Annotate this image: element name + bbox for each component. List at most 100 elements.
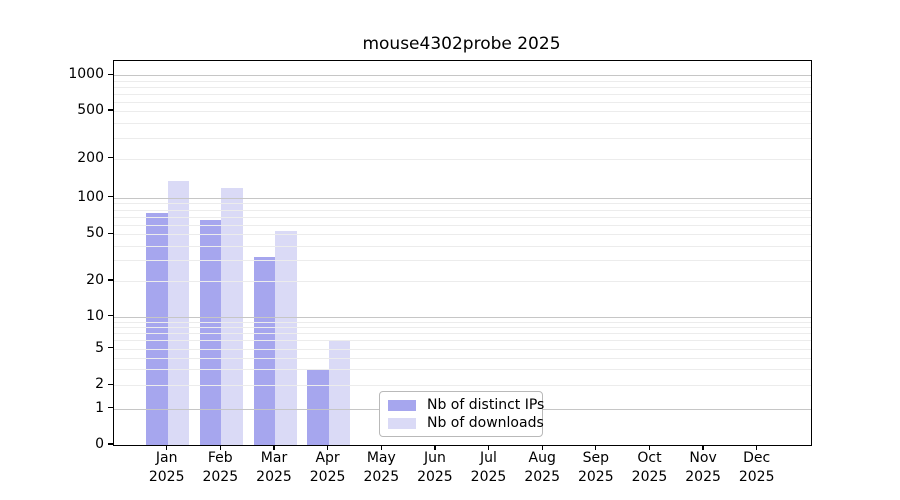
bar-nb-of-downloads-apr	[328, 340, 351, 445]
y-tick	[108, 383, 113, 385]
y-tick	[108, 232, 113, 234]
x-tick	[219, 445, 221, 451]
bar-nb-of-downloads-jan	[167, 180, 190, 445]
gridline-minor	[114, 369, 811, 371]
x-tick-label-feb: Feb 2025	[190, 449, 250, 487]
plot-area	[113, 60, 812, 446]
x-tick	[166, 445, 168, 451]
x-tick-label-jun: Jun 2025	[405, 449, 465, 487]
bar-nb-of-distinct-ips-feb	[199, 220, 222, 445]
gridline-minor	[114, 348, 811, 350]
legend-swatch-downloads	[388, 418, 416, 429]
x-tick-year: 2025	[148, 469, 185, 485]
x-tick-label-may: May 2025	[351, 449, 411, 487]
y-tick	[108, 196, 113, 198]
bar-nb-of-distinct-ips-mar	[253, 257, 275, 445]
x-tick	[541, 445, 543, 451]
y-tick-label: 2	[95, 376, 104, 393]
bar-nb-of-downloads-mar	[275, 231, 297, 445]
x-tick-year: 2025	[631, 469, 668, 485]
gridline-minor	[114, 333, 811, 335]
gridline-minor	[114, 216, 811, 218]
legend: Nb of distinct IPs Nb of downloads	[379, 391, 544, 437]
bar-nb-of-distinct-ips-apr	[307, 369, 329, 445]
legend-item-distinct-ips: Nb of distinct IPs	[388, 397, 544, 414]
gridline-minor	[114, 385, 811, 387]
legend-swatch-distinct-ips	[388, 400, 416, 411]
gridline-minor	[114, 224, 811, 226]
x-tick-year: 2025	[417, 469, 453, 485]
bar-nb-of-distinct-ips-jan	[146, 212, 168, 445]
gridline-major	[114, 75, 811, 77]
y-tick	[108, 73, 113, 75]
x-tick-label-jan: Jan 2025	[137, 449, 197, 487]
x-tick	[595, 445, 597, 451]
x-tick-year: 2025	[577, 469, 614, 485]
x-tick-label-oct: Oct 2025	[620, 449, 680, 487]
x-tick-year: 2025	[309, 469, 346, 485]
x-tick	[434, 445, 436, 451]
gridline-minor	[114, 260, 811, 262]
x-tick-label-mar: Mar 2025	[244, 449, 304, 487]
y-tick	[108, 407, 113, 409]
gridline-major	[114, 316, 811, 318]
y-tick-label: 10	[86, 307, 104, 324]
y-tick-label: 50	[86, 225, 104, 242]
y-tick-label: 1000	[68, 66, 104, 83]
y-tick-label: 20	[86, 272, 104, 288]
gridline-minor	[114, 209, 811, 211]
x-tick-label-sep: Sep 2025	[566, 449, 626, 487]
y-tick	[108, 109, 113, 111]
x-tick-year: 2025	[363, 469, 400, 485]
gridline-major	[114, 197, 811, 199]
gridline-minor	[114, 340, 811, 342]
y-tick	[108, 157, 113, 159]
x-tick	[648, 445, 651, 451]
x-tick-year: 2025	[256, 469, 292, 485]
gridline-minor	[114, 203, 811, 205]
legend-label-downloads: Nb of downloads	[427, 415, 544, 431]
gridline-minor	[114, 101, 811, 103]
gridline-minor	[114, 321, 811, 323]
gridline-minor	[114, 327, 811, 328]
y-tick-label: 500	[77, 102, 104, 118]
x-tick	[487, 445, 490, 451]
x-tick	[326, 445, 329, 451]
legend-label-distinct-ips: Nb of distinct IPs	[427, 397, 545, 413]
chart-title: mouse4302probe 2025	[362, 34, 561, 54]
gridline-minor	[114, 80, 811, 82]
y-tick-label: 5	[95, 339, 104, 356]
y-tick-label: 100	[77, 188, 104, 205]
x-tick-label-apr: Apr 2025	[298, 449, 358, 487]
x-tick-year: 2025	[738, 469, 775, 485]
x-tick-year: 2025	[524, 469, 560, 485]
x-tick-label-aug: Aug 2025	[512, 449, 572, 487]
y-tick	[108, 443, 113, 445]
x-tick	[273, 445, 275, 451]
x-tick-label-dec: Dec 2025	[727, 449, 787, 487]
x-tick	[756, 445, 758, 451]
y-tick	[108, 315, 113, 317]
gridline-minor	[114, 357, 811, 359]
gridline-minor	[114, 122, 811, 124]
gridline-minor	[114, 111, 811, 112]
gridline-minor	[114, 158, 811, 160]
y-tick-label: 1	[95, 399, 104, 416]
x-tick	[380, 445, 382, 451]
gridline-minor	[114, 234, 811, 236]
gridline-minor	[114, 281, 811, 282]
y-tick-label: 200	[77, 149, 104, 166]
x-tick-year: 2025	[685, 469, 721, 485]
gridline-minor	[114, 245, 811, 247]
x-tick-year: 2025	[202, 469, 239, 485]
x-tick-year: 2025	[470, 469, 507, 485]
x-tick	[702, 445, 704, 451]
gridline-minor	[114, 93, 811, 95]
x-tick-label-jul: Jul 2025	[459, 449, 519, 487]
x-tick-label-nov: Nov 2025	[673, 449, 733, 487]
gridline-minor	[114, 137, 811, 139]
legend-item-downloads: Nb of downloads	[388, 415, 544, 432]
y-tick-label: 0	[95, 436, 104, 452]
y-tick	[108, 279, 113, 281]
